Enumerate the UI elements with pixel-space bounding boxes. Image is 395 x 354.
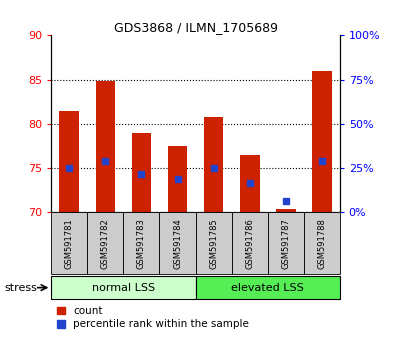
Bar xyxy=(96,81,115,212)
Text: GSM591782: GSM591782 xyxy=(101,218,110,269)
Bar xyxy=(231,212,267,274)
Bar xyxy=(312,71,331,212)
Bar xyxy=(51,212,87,274)
Bar xyxy=(196,276,340,299)
Bar xyxy=(87,212,123,274)
Text: GSM591781: GSM591781 xyxy=(65,218,74,269)
Bar xyxy=(240,155,260,212)
Bar xyxy=(276,209,295,212)
Bar xyxy=(132,133,151,212)
Text: GSM591788: GSM591788 xyxy=(317,218,326,269)
Text: GSM591784: GSM591784 xyxy=(173,218,182,269)
Text: normal LSS: normal LSS xyxy=(92,282,155,293)
Legend: count, percentile rank within the sample: count, percentile rank within the sample xyxy=(56,306,249,329)
Text: GSM591785: GSM591785 xyxy=(209,218,218,269)
Bar xyxy=(167,146,187,212)
Bar xyxy=(196,212,231,274)
Bar xyxy=(51,276,196,299)
Title: GDS3868 / ILMN_1705689: GDS3868 / ILMN_1705689 xyxy=(113,21,278,34)
Bar xyxy=(123,212,160,274)
Bar xyxy=(60,110,79,212)
Text: elevated LSS: elevated LSS xyxy=(231,282,304,293)
Bar xyxy=(160,212,196,274)
Text: GSM591783: GSM591783 xyxy=(137,218,146,269)
Text: GSM591786: GSM591786 xyxy=(245,218,254,269)
Bar xyxy=(204,117,224,212)
Bar xyxy=(267,212,304,274)
Text: stress: stress xyxy=(4,282,37,293)
Bar xyxy=(304,212,340,274)
Text: GSM591787: GSM591787 xyxy=(281,218,290,269)
